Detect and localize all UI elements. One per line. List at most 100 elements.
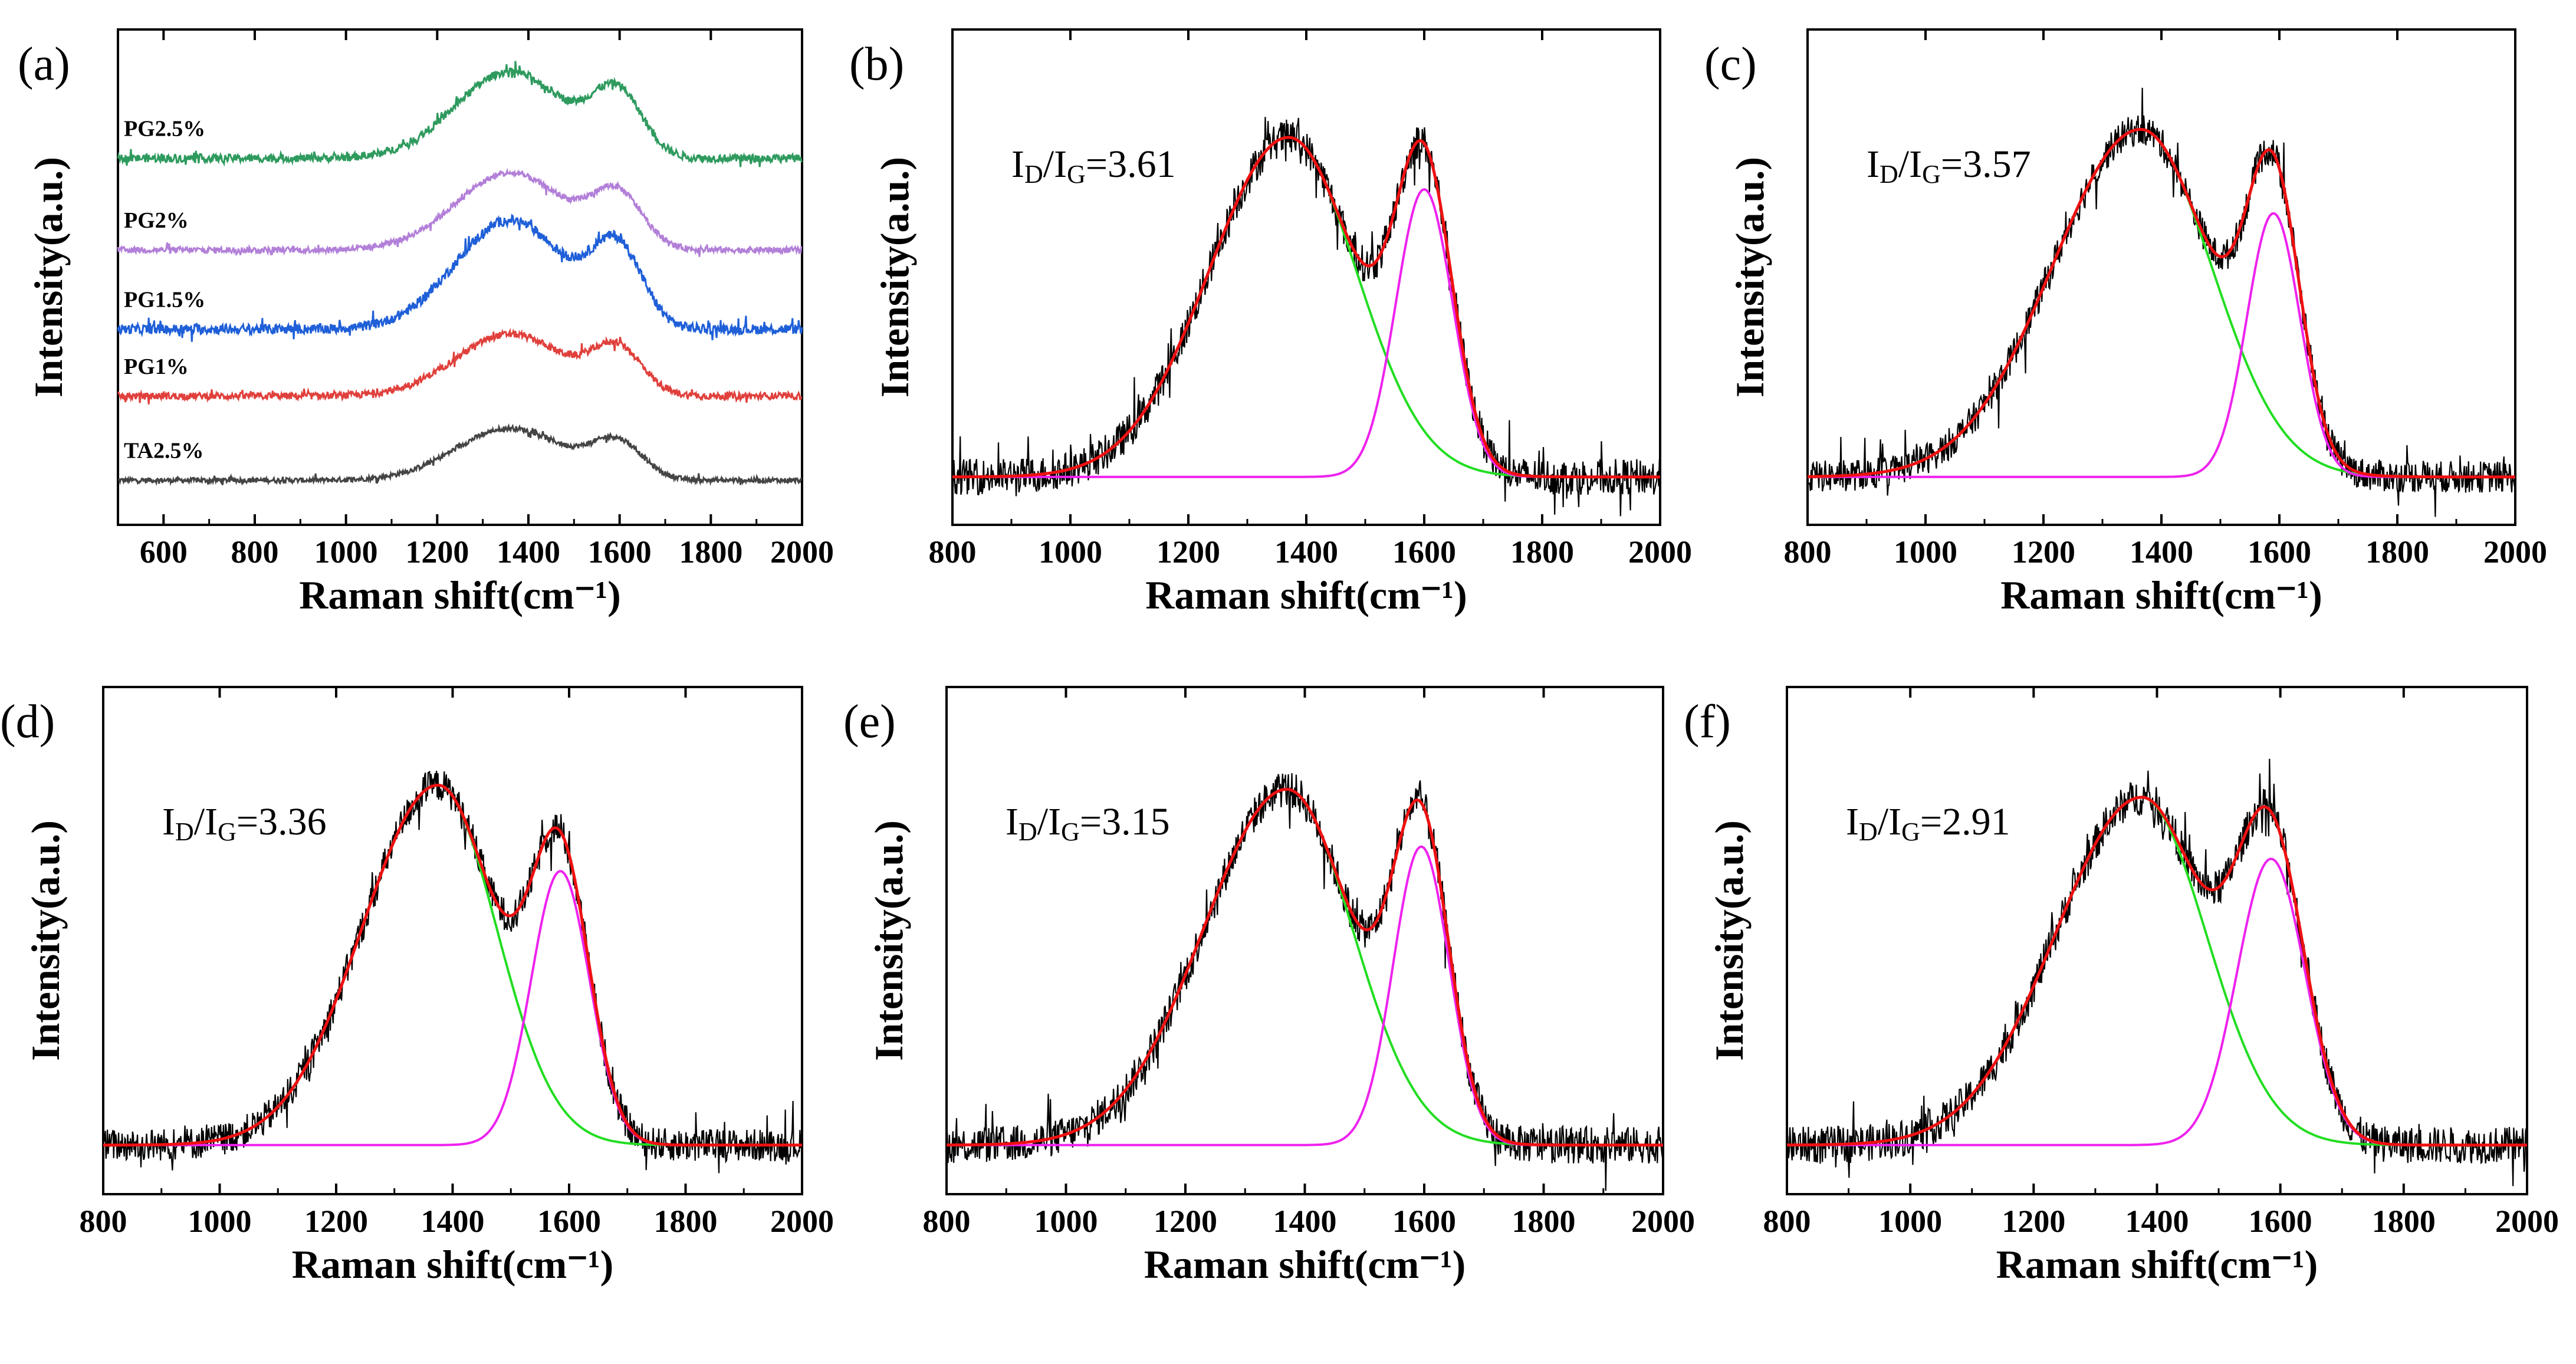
plot-frame	[951, 28, 1661, 526]
panel-label: (a)	[18, 38, 70, 90]
x-tick-label: 2000	[770, 534, 834, 570]
y-axis-title: Intensity(a.u.)	[1727, 157, 1772, 397]
x-tick-label: 800	[1784, 534, 1832, 570]
x-tick-label: 1400	[421, 1204, 485, 1239]
x-tick-label: 1000	[1039, 534, 1102, 570]
panel-a: 600 800 1000 1200 1400 1600 1800 2000 Raman shif…	[18, 28, 834, 617]
g-band-fit-line	[947, 845, 1663, 1146]
x-tick-label: 1200	[1156, 534, 1220, 570]
x-tick-label: 1600	[2249, 1204, 2312, 1239]
plot-frame	[117, 28, 803, 526]
series-label: PG1.5%	[124, 287, 205, 312]
x-tick-label: 1600	[2248, 534, 2311, 570]
x-tick-label: 1600	[1392, 1204, 1456, 1239]
panel-b: 800 1000 1200 1400 1600 1800 2000 Raman shift(c…	[849, 28, 1692, 617]
x-tick-label: 1200	[2012, 534, 2075, 570]
x-tick-label: 1000	[314, 534, 378, 570]
g-band-fit-line	[103, 870, 802, 1146]
x-tick-label: 2000	[1631, 1204, 1695, 1239]
total-fit-line	[947, 787, 1663, 1147]
x-tick-label: 800	[929, 534, 977, 570]
d-band-fit-line	[1787, 796, 2527, 1146]
series-line	[117, 167, 803, 257]
x-axis-title: Raman shift(cm⁻¹)	[292, 1242, 613, 1287]
x-tick-label: 800	[80, 1204, 127, 1239]
id-ig-ratio-label: ID/IG=3.15	[1006, 800, 1170, 846]
panel-label: (e)	[843, 696, 896, 748]
x-tick-label: 1400	[2125, 1204, 2189, 1239]
x-tick-label: 1000	[1894, 534, 1957, 570]
panel-label: (f)	[1684, 696, 1731, 748]
panel-c: 800 1000 1200 1400 1600 1800 2000 Raman shift(c…	[1704, 28, 2547, 617]
series-line	[117, 61, 803, 167]
id-ig-ratio-label: ID/IG=3.61	[1011, 143, 1176, 189]
x-tick-label: 600	[140, 534, 188, 570]
x-axis-title: Raman shift(cm⁻¹)	[2000, 573, 2322, 617]
x-tick-label: 2000	[2483, 534, 2547, 570]
series-line	[117, 328, 803, 405]
x-tick-label: 2000	[770, 1204, 834, 1239]
g-band-fit-line	[1808, 212, 2515, 478]
x-tick-label: 800	[923, 1204, 971, 1239]
x-tick-label: 1000	[1878, 1204, 1942, 1239]
g-band-fit-line	[1787, 857, 2527, 1146]
x-tick-label: 1600	[1392, 534, 1456, 570]
id-ig-ratio-label: ID/IG=3.36	[162, 800, 327, 846]
x-tick-label: 1800	[2372, 1204, 2436, 1239]
series-label: PG2%	[124, 208, 189, 233]
series-label: TA2.5%	[124, 439, 203, 464]
x-tick-label: 1800	[1510, 534, 1574, 570]
total-fit-line	[103, 783, 802, 1147]
x-tick-label: 1000	[1034, 1204, 1098, 1239]
plot-frame	[102, 686, 803, 1195]
x-tick-label: 2000	[2495, 1204, 2559, 1239]
x-axis-title: Raman shift(cm⁻¹)	[1145, 573, 1467, 617]
x-tick-label: 1200	[2002, 1204, 2065, 1239]
y-axis-title: Intensity(a.u.)	[866, 820, 911, 1061]
x-tick-label: 800	[231, 534, 279, 570]
x-tick-label: 1400	[497, 534, 560, 570]
x-tick-label: 1800	[1512, 1204, 1576, 1239]
series-label: PG2.5%	[124, 117, 205, 142]
x-axis-title: Raman shift(cm⁻¹)	[299, 573, 620, 617]
total-fit-line	[1787, 796, 2527, 1147]
panel-e: 800 1000 1200 1400 1600 1800 2000 Raman shift(c…	[843, 686, 1695, 1287]
x-tick-label: 1200	[304, 1204, 368, 1239]
x-tick-label: 1000	[188, 1204, 252, 1239]
x-tick-label: 1200	[405, 534, 469, 570]
x-tick-label: 1800	[679, 534, 742, 570]
x-tick-label: 1600	[537, 1204, 601, 1239]
x-tick-label: 800	[1763, 1204, 1811, 1239]
plot-frame	[1786, 686, 2528, 1195]
total-fit-line	[952, 136, 1660, 479]
panel-label: (b)	[849, 38, 904, 90]
panel-f: 800 1000 1200 1400 1600 1800 2000 Raman shift(c…	[1684, 686, 2559, 1287]
x-axis-title: Raman shift(cm⁻¹)	[1144, 1242, 1466, 1287]
x-tick-label: 1400	[2130, 534, 2193, 570]
series-line	[117, 423, 803, 487]
y-axis-title: Intensity(a.u.)	[23, 820, 68, 1061]
id-ig-ratio-label: ID/IG=3.57	[1867, 143, 2031, 189]
total-fit-line	[1808, 127, 2515, 479]
series-line	[117, 213, 803, 342]
panel-label: (d)	[0, 696, 55, 748]
x-tick-label: 1400	[1273, 1204, 1337, 1239]
y-axis-title: Intensity(a.u.)	[872, 157, 917, 397]
panel-d: 800 1000 1200 1400 1600 1800 2000 Raman shift(c…	[0, 686, 834, 1287]
x-tick-label: 2000	[1628, 534, 1692, 570]
x-tick-label: 1600	[588, 534, 652, 570]
y-axis-title: Intensity(a.u.)	[1707, 820, 1752, 1061]
panel-label: (c)	[1704, 38, 1757, 90]
x-tick-label: 1200	[1154, 1204, 1217, 1239]
plot-frame	[945, 686, 1664, 1195]
x-axis-title: Raman shift(cm⁻¹)	[1996, 1242, 2318, 1287]
x-tick-label: 1400	[1274, 534, 1338, 570]
raw-spectrum-line	[951, 117, 1660, 517]
y-axis-title: Intensity(a.u.)	[26, 157, 71, 397]
d-band-fit-line	[952, 136, 1660, 478]
series-label: PG1%	[124, 354, 189, 379]
g-band-fit-line	[952, 188, 1660, 478]
id-ig-ratio-label: ID/IG=2.91	[1846, 800, 2010, 846]
x-tick-label: 1800	[654, 1204, 718, 1239]
